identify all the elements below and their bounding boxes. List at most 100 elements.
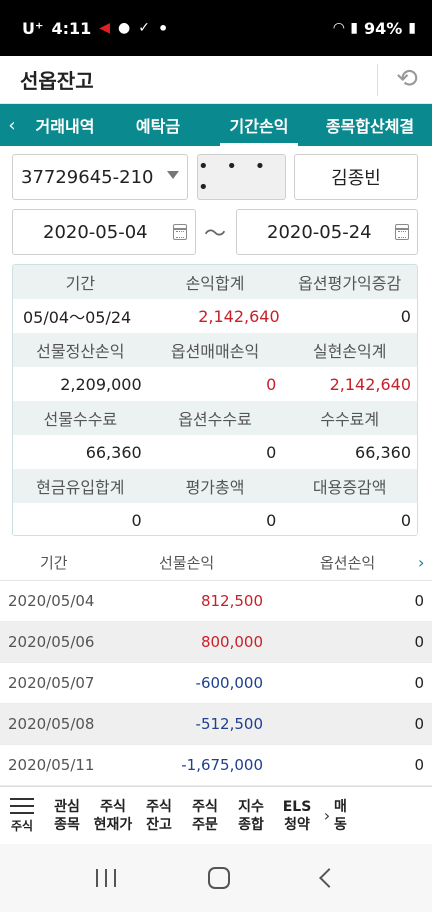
wifi-icon: ◠ (333, 20, 345, 36)
tab-prev-arrow-icon[interactable]: ‹ (8, 114, 16, 136)
list-item-futures-pnl: -512,500 (195, 715, 263, 733)
list-item-date: 2020/05/11 (8, 756, 95, 774)
carrier-label: U⁺ (22, 18, 44, 38)
megaphone-icon: ◀ (99, 20, 111, 36)
summary-value-cell: 0 (400, 510, 412, 530)
account-select[interactable]: 37729645-210 (12, 154, 188, 200)
summary-value-cell: 2,209,000 (60, 374, 142, 394)
summary-header-cell: 손익합계 (185, 274, 245, 293)
account-holder-name: 김종빈 (294, 154, 418, 200)
daily-pnl-list: 2020/05/04 812,500 0 2020/05/06 800,000 … (0, 581, 432, 786)
list-item[interactable]: 2020/05/07 -600,000 0 (0, 663, 432, 704)
summary-value-cell: 2,142,640 (198, 306, 280, 326)
date-to-value: 2020-05-24 (267, 221, 372, 243)
tab-trade-history[interactable]: 거래내역 (35, 117, 95, 136)
status-bar: U⁺ 4:11 ◀ ● ✓ • ◠ ▮ 94% ▮ (0, 0, 432, 56)
v-app-icon: ✓ (138, 20, 150, 36)
summary-header-cell: 옵션수수료 (178, 410, 252, 429)
recent-apps-icon[interactable] (96, 869, 116, 887)
summary-header-row: 선물수수료 옵션수수료 수수료계 (13, 401, 417, 435)
list-item-futures-pnl: -1,675,000 (181, 756, 263, 774)
clock: 4:11 (51, 18, 92, 38)
summary-value-cell: 0 (400, 306, 411, 326)
summary-header-row: 기간 손익합계 옵션평가익증감 (13, 265, 417, 299)
summary-header-cell: 선물정산손익 (36, 342, 125, 361)
summary-value-cell: 0 (266, 374, 277, 394)
password-field[interactable]: • • • • (197, 154, 286, 200)
menu-item-index-summary[interactable]: 지수 종합 (238, 798, 264, 833)
tab-period-pnl[interactable]: 기간손익 (210, 104, 308, 146)
summary-header-cell: 실현손익계 (312, 342, 387, 361)
summary-value-cell: 0 (266, 442, 277, 462)
list-item-options-pnl: 0 (414, 592, 424, 610)
summary-value-cell: 05/04～05/24 (23, 308, 132, 327)
tab-item-execution[interactable]: 종목합산체결 (325, 117, 415, 136)
summary-header-cell: 선물수수료 (43, 410, 118, 429)
date-from-field[interactable]: 2020-05-04 (12, 209, 196, 255)
column-header-period: 기간 (40, 554, 68, 572)
menu-item-els-subscription[interactable]: ELS 청약 (282, 798, 312, 833)
date-to-field[interactable]: 2020-05-24 (236, 209, 418, 255)
hamburger-icon (10, 797, 34, 814)
list-header: 기간 선물손익 옵션손익 › (0, 545, 432, 581)
summary-value-row: 2,209,000 0 2,142,640 (13, 367, 417, 401)
list-item-date: 2020/05/08 (8, 715, 95, 733)
menu-button-label: 주식 (10, 818, 34, 833)
account-number: 37729645-210 (21, 166, 154, 188)
menu-item-stock-balance[interactable]: 주식 잔고 (146, 798, 172, 833)
list-item[interactable]: 2020/05/08 -512,500 0 (0, 704, 432, 745)
chevron-right-icon[interactable]: › (323, 806, 331, 825)
list-item-futures-pnl: -600,000 (195, 674, 263, 692)
date-separator: ～ (203, 222, 226, 247)
column-header-options-pnl: 옵션손익 (320, 554, 376, 572)
app-header: 선옵잔고 ⟲ (0, 56, 432, 104)
summary-table: 기간 손익합계 옵션평가익증감 05/04～05/24 2,142,640 0 … (12, 264, 418, 536)
summary-header-cell: 수수료계 (320, 410, 380, 429)
summary-value-cell: 0 (266, 510, 277, 530)
battery-percent: 94% (363, 18, 403, 38)
menu-item-stock-price[interactable]: 주식 현재가 (93, 798, 133, 833)
notification-dot: • (157, 18, 169, 38)
summary-value-cell: 0 (131, 510, 142, 530)
list-item-futures-pnl: 800,000 (200, 633, 263, 651)
list-item-options-pnl: 0 (414, 674, 424, 692)
list-item[interactable]: 2020/05/11 -1,675,000 0 (0, 745, 432, 786)
list-item-date: 2020/05/06 (8, 633, 95, 651)
summary-value-cell: 66,360 (85, 442, 142, 462)
summary-header-cell: 대용증감액 (312, 478, 387, 497)
tab-bar: ‹ 거래내역 예탁금 기간손익 종목합산체결 (0, 104, 432, 146)
menu-item-stock-order[interactable]: 주식 주문 (192, 798, 218, 833)
signal-icon: ▮ (350, 20, 358, 36)
summary-value-row: 66,360 0 66,360 (13, 435, 417, 469)
summary-header-cell: 옵션매매손익 (170, 342, 260, 361)
list-item[interactable]: 2020/05/06 800,000 0 (0, 622, 432, 663)
summary-header-cell: 기간 (65, 274, 96, 293)
list-item-futures-pnl: 812,500 (200, 592, 263, 610)
refresh-icon[interactable]: ⟲ (396, 64, 418, 94)
summary-value-cell: 2,142,640 (329, 374, 412, 394)
column-header-futures-pnl: 선물손익 (159, 554, 215, 572)
talk-icon: ● (118, 20, 131, 36)
summary-value-row: 05/04～05/24 2,142,640 0 (13, 299, 417, 333)
list-item[interactable]: 2020/05/04 812,500 0 (0, 581, 432, 622)
calendar-icon[interactable] (395, 224, 409, 240)
list-item-date: 2020/05/04 (8, 592, 95, 610)
summary-value-cell: 66,360 (355, 442, 412, 462)
summary-header-row: 선물정산손익 옵션매매손익 실현손익계 (13, 333, 417, 367)
list-item-options-pnl: 0 (414, 633, 424, 651)
tab-deposit[interactable]: 예탁금 (135, 117, 181, 136)
summary-header-cell: 평가총액 (185, 478, 245, 497)
menu-item-watchlist[interactable]: 관심 종목 (54, 798, 80, 833)
menu-button[interactable]: 주식 (0, 787, 44, 845)
summary-value-row: 0 0 0 (13, 503, 417, 535)
home-icon[interactable] (208, 867, 230, 889)
battery-icon: ▮ (408, 20, 416, 36)
back-icon[interactable] (319, 868, 339, 888)
calendar-icon[interactable] (173, 224, 187, 240)
chevron-down-icon (167, 171, 179, 179)
chevron-right-icon[interactable]: › (418, 553, 425, 572)
list-item-date: 2020/05/07 (8, 674, 95, 692)
summary-header-row: 현금유입합계 평가총액 대용증감액 (13, 469, 417, 503)
summary-header-cell: 옵션평가익증감 (298, 274, 402, 293)
menu-item-partial[interactable]: 매 동 (334, 798, 347, 833)
